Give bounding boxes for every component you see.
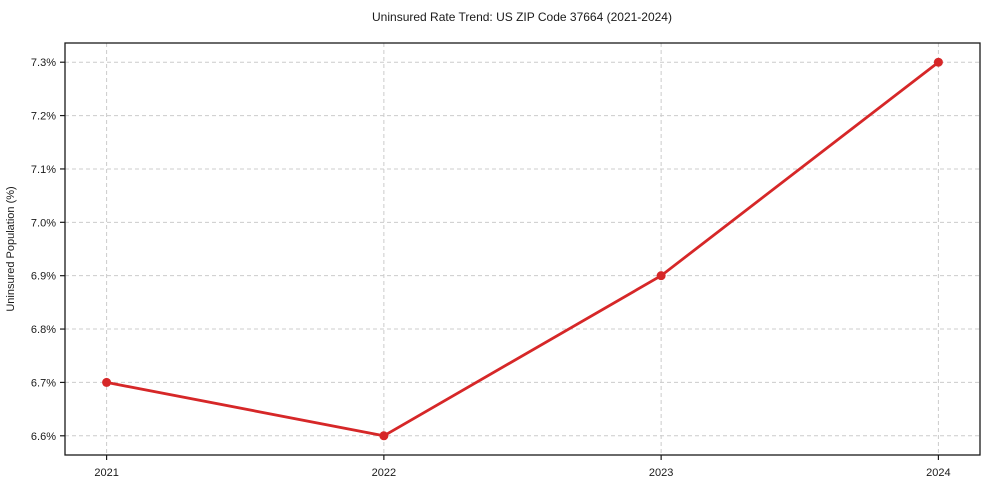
x-tick-label: 2022	[372, 467, 396, 479]
y-tick-label: 7.3%	[31, 57, 56, 69]
data-point	[379, 431, 389, 441]
y-tick-label: 7.2%	[31, 111, 56, 123]
plot-border	[64, 42, 981, 456]
x-tick-label: 2023	[649, 467, 673, 479]
y-axis-label: Uninsured Population (%)	[5, 186, 17, 311]
y-tick-label: 6.9%	[31, 271, 56, 283]
y-tick-label: 6.7%	[31, 377, 56, 389]
data-point	[102, 377, 112, 387]
chart-title: Uninsured Rate Trend: US ZIP Code 37664 …	[372, 10, 672, 24]
y-tick-label: 6.6%	[31, 431, 56, 443]
y-tick-label: 7.1%	[31, 164, 56, 176]
plot-area: 6.6% 6.7% 6.8% 6.9% 7.0% 7.1% 7.2% 7.3% 2021 2022…	[31, 42, 981, 479]
x-tick-label: 2021	[94, 467, 118, 479]
data-point	[656, 271, 666, 281]
data-line	[105, 60, 940, 438]
data-point	[933, 57, 943, 67]
x-tick-label: 2024	[926, 467, 950, 479]
y-tick-label: 7.0%	[31, 217, 56, 229]
y-tick-label: 6.8%	[31, 324, 56, 336]
